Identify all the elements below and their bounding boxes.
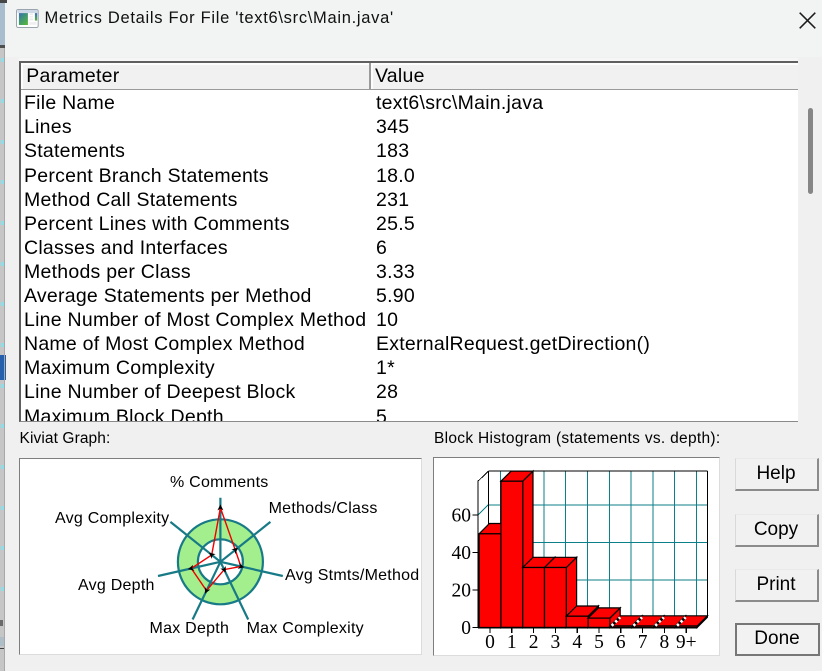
svg-text:6: 6	[616, 632, 626, 653]
svg-text:8: 8	[660, 632, 670, 653]
svg-text:9+: 9+	[676, 632, 697, 653]
svg-text:4: 4	[572, 632, 582, 653]
svg-text:7: 7	[638, 632, 648, 653]
svg-text:2: 2	[529, 632, 539, 653]
svg-text:1: 1	[507, 632, 517, 653]
svg-text:40: 40	[452, 543, 472, 564]
svg-text:0: 0	[461, 618, 471, 639]
svg-text:20: 20	[452, 581, 472, 602]
svg-text:3: 3	[551, 632, 561, 653]
svg-text:60: 60	[452, 506, 472, 527]
svg-text:0: 0	[485, 632, 495, 653]
svg-text:5: 5	[594, 632, 604, 653]
